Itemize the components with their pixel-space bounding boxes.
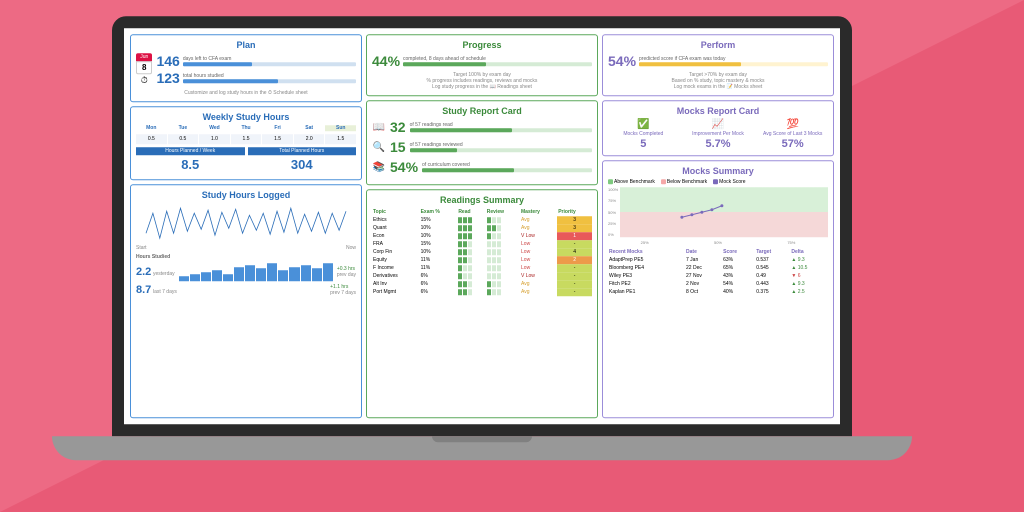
mocks-table: Recent MocksDateScoreTargetDeltaAdaptPre… — [608, 248, 828, 296]
readings-panel: Readings Summary TopicExam %ReadReviewMa… — [366, 189, 598, 418]
mock-chart — [620, 187, 828, 237]
laptop-frame: Plan Jun 8 ⏱ 146days left to CFA exam 12… — [112, 16, 912, 460]
dashboard: Plan Jun 8 ⏱ 146days left to CFA exam 12… — [124, 28, 840, 424]
hours-chart — [136, 203, 356, 243]
progress-panel: Progress 44%completed, 8 days ahead of s… — [366, 34, 598, 96]
laptop-base — [52, 436, 912, 460]
days-left: 146 — [156, 53, 179, 69]
logged-panel: Study Hours Logged StartNow Hours Studie… — [130, 184, 362, 418]
perform-pct: 54% — [608, 53, 636, 69]
plan-title: Plan — [136, 40, 356, 50]
hours-planned: 8.5 — [136, 155, 245, 174]
mocks-report-panel: Mocks Report Card ✅Mocks Completed5📈Impr… — [602, 100, 834, 156]
total-hours: 123 — [156, 70, 179, 86]
progress-pct: 44% — [372, 53, 400, 69]
readings-table: TopicExam %ReadReviewMasteryPriorityEthi… — [372, 208, 592, 296]
date-month: Jun — [136, 53, 152, 61]
weekly-panel: Weekly Study Hours MonTueWedThuFriSatSun… — [130, 106, 362, 180]
date-day: 8 — [136, 61, 152, 74]
perform-panel: Perform 54%predicted score if CFA exam w… — [602, 34, 834, 96]
mocks-summary-panel: Mocks Summary Above BenchmarkBelow Bench… — [602, 160, 834, 418]
total-planned: 304 — [248, 155, 357, 174]
report-card-panel: Study Report Card 📖32of 57 readings read… — [366, 100, 598, 185]
plan-panel: Plan Jun 8 ⏱ 146days left to CFA exam 12… — [130, 34, 362, 102]
